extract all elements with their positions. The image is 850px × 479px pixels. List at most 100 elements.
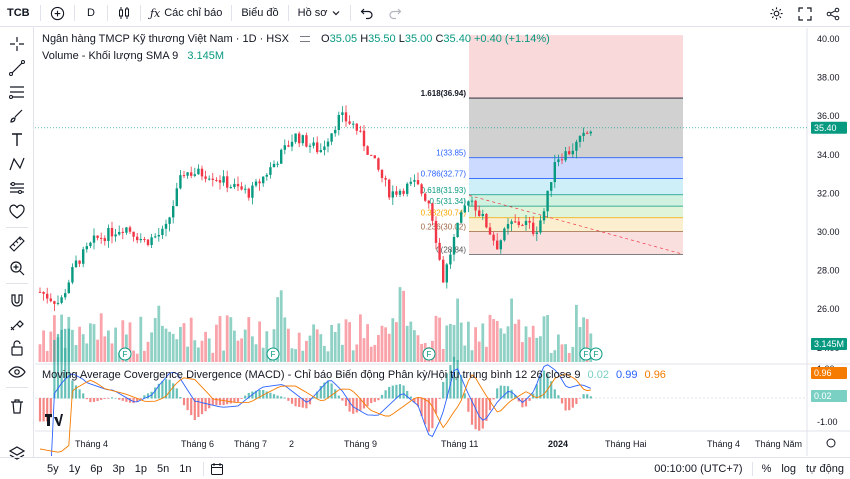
- timeframe-1y[interactable]: 1y: [68, 462, 81, 475]
- chart-menu-button[interactable]: Biểu đồ: [234, 0, 285, 27]
- auto-scale-button[interactable]: tự động: [806, 463, 844, 475]
- volume-bar: [161, 325, 164, 362]
- fib-zone: [469, 206, 683, 218]
- date-range-icon[interactable]: [210, 462, 224, 476]
- macd-histogram-bar: [258, 390, 261, 399]
- symbol-search-button[interactable]: TCB: [0, 0, 38, 27]
- volume-bar: [107, 330, 110, 362]
- fullscreen-button[interactable]: [791, 0, 819, 27]
- candle-body: [179, 175, 182, 189]
- compare-button[interactable]: [43, 0, 72, 27]
- log-scale-button[interactable]: log: [781, 463, 797, 475]
- macd-histogram-bar: [535, 384, 538, 399]
- timeframe-6m[interactable]: 6p: [90, 462, 103, 475]
- timeframe-1d[interactable]: 1n: [179, 462, 192, 475]
- crosshair-icon[interactable]: [8, 35, 26, 53]
- candle-body: [366, 146, 369, 155]
- price-chart[interactable]: 40.00 38.00 36.00 34.00 32.00 30.00 28.00 26.00…: [35, 28, 850, 456]
- interval-button[interactable]: D: [77, 0, 105, 27]
- candle-body: [258, 181, 261, 184]
- volume-bar: [312, 324, 315, 362]
- lock-icon[interactable]: [8, 339, 26, 357]
- settings-button[interactable]: [762, 0, 791, 27]
- candle-body: [571, 150, 574, 155]
- volume-bar: [366, 324, 369, 362]
- volume-bar: [204, 331, 207, 362]
- time-axis-label: 2024: [548, 439, 568, 449]
- magnet-icon[interactable]: [8, 291, 26, 309]
- volume-bar: [211, 352, 215, 362]
- pattern-icon[interactable]: [8, 155, 26, 173]
- volume-bar: [413, 330, 416, 362]
- volume-bar: [74, 345, 78, 362]
- volume-bar: [85, 343, 89, 362]
- zoom-in-icon[interactable]: [8, 259, 26, 277]
- legend-menu-icon[interactable]: [299, 36, 310, 43]
- lock-drawings-icon[interactable]: [8, 315, 26, 333]
- layers-icon[interactable]: [8, 445, 26, 463]
- macd-histogram-tag: 0.02: [814, 391, 832, 401]
- brush-icon[interactable]: [8, 107, 26, 125]
- percent-scale-button[interactable]: %: [761, 463, 772, 475]
- volume-bar: [355, 344, 359, 362]
- price-axis-label: 26.00: [817, 304, 840, 314]
- candle-body: [539, 220, 542, 233]
- fib-level-label: 0.786(32.77): [421, 170, 467, 179]
- volume-bar: [229, 317, 233, 362]
- macd-histogram-bar: [92, 398, 96, 402]
- macd-histogram-bar: [380, 394, 384, 399]
- indicators-button[interactable]: ƒx Các chỉ báo: [143, 0, 229, 27]
- macd-histogram-bar: [175, 388, 178, 399]
- macd-histogram-bar: [164, 379, 168, 399]
- macd-histogram-bar: [359, 398, 362, 411]
- macd-histogram-bar: [38, 398, 42, 422]
- text-tool-icon[interactable]: [8, 131, 26, 149]
- heart-icon[interactable]: [8, 203, 26, 221]
- profile-button[interactable]: Hồ sơ: [291, 0, 349, 27]
- macd-histogram-bar: [182, 398, 186, 406]
- candle-body: [143, 238, 146, 240]
- candle-body: [388, 179, 391, 198]
- redo-button[interactable]: [381, 0, 409, 27]
- candle-body: [200, 168, 204, 177]
- candle-body: [110, 228, 114, 237]
- undo-button[interactable]: [353, 0, 381, 27]
- ohlc-open: 35.05: [329, 33, 358, 45]
- macd-histogram-bar: [474, 398, 477, 430]
- toolbar-divider: [287, 5, 289, 21]
- eye-icon[interactable]: [8, 363, 26, 381]
- volume-bar: [42, 330, 45, 362]
- fib-retracement-icon[interactable]: [8, 83, 26, 101]
- candle-body: [283, 145, 286, 150]
- macd-histogram-bar: [67, 328, 70, 399]
- candle-body: [564, 151, 567, 161]
- candle-body: [240, 186, 243, 190]
- ruler-icon[interactable]: [8, 235, 26, 253]
- macd-histogram-bar: [388, 386, 391, 399]
- macd-histogram-bar: [319, 385, 322, 399]
- timeframe-5d[interactable]: 5n: [157, 462, 170, 475]
- volume-bar: [341, 344, 344, 362]
- timeframe-1m[interactable]: 1p: [134, 462, 147, 475]
- chart-type-button[interactable]: [110, 0, 138, 27]
- macd-histogram-bar: [121, 398, 124, 401]
- macd-histogram-bar: [312, 397, 315, 399]
- candle-body: [92, 235, 96, 243]
- timeframe-3m[interactable]: 3p: [112, 462, 125, 475]
- macd-histogram-bar: [496, 388, 499, 399]
- share-button[interactable]: [819, 0, 850, 27]
- trash-icon[interactable]: [8, 397, 26, 415]
- trend-line-icon[interactable]: [8, 59, 26, 77]
- volume-bar: [121, 320, 125, 362]
- volume-legend: Volume - Khối lượng SMA 9 3.145M: [42, 50, 224, 62]
- candle-body: [298, 133, 301, 144]
- macd-histogram-bar: [298, 398, 301, 407]
- volume-bar: [337, 323, 341, 362]
- time-axis-label: Tháng Năm: [755, 439, 802, 449]
- prediction-icon[interactable]: [8, 179, 26, 197]
- candle-body: [71, 267, 74, 283]
- timezone-button[interactable]: 00:10:00 (UTC+7): [654, 463, 743, 475]
- candle-body: [395, 191, 398, 195]
- timeframe-5y[interactable]: 5y: [47, 462, 59, 475]
- time-axis-label: Tháng 7: [234, 439, 267, 449]
